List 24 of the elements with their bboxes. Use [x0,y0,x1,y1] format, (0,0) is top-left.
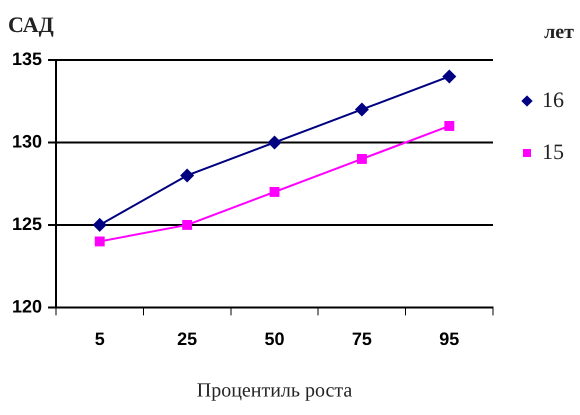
y-axis-title: САД [8,12,54,37]
point [270,186,280,197]
y-tick-label: 125 [12,214,42,234]
point [268,135,282,150]
x-tick-label: 50 [264,329,285,350]
legend-title: лет [544,21,574,43]
point [92,218,107,232]
y-tick-label: 120 [12,296,42,316]
point [182,220,192,230]
y-tick-label: 135 [12,48,42,69]
point [444,121,454,131]
x-tick-label: 25 [177,329,198,350]
point [180,168,194,182]
point [94,236,105,246]
legend-label: 15 [542,138,564,164]
x-tick-label: 75 [352,329,372,350]
x-tick-label: 95 [439,329,460,350]
y-tick-label: 130 [12,131,42,152]
point [354,102,369,116]
x-tick-label: 5 [94,329,105,350]
point [356,154,367,164]
legend-label: 16 [542,86,564,112]
x-axis-title: Процентиль роста [196,379,352,402]
point [442,69,456,84]
